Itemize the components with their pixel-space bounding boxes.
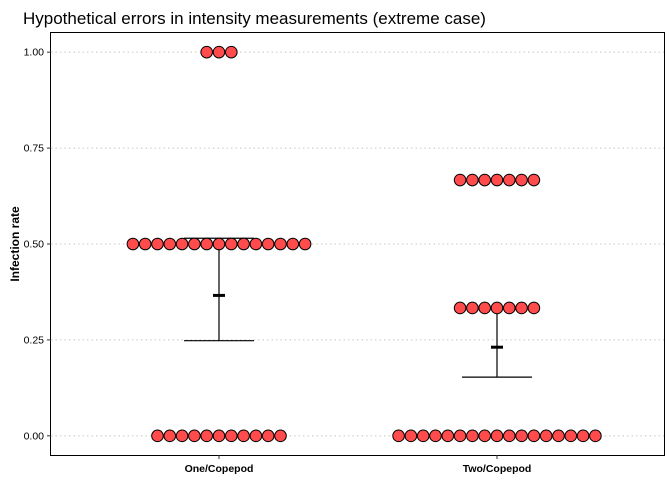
- y-axis: 0.00 0.25 0.50 0.75 1.00: [24, 47, 51, 442]
- data-point: [225, 45, 238, 59]
- data-point: [552, 429, 565, 443]
- data-points: [126, 45, 602, 443]
- data-point: [564, 429, 578, 443]
- data-point: [188, 237, 201, 251]
- data-point: [416, 429, 430, 443]
- data-point: [478, 173, 492, 187]
- data-point: [466, 301, 479, 315]
- data-point: [261, 237, 275, 251]
- data-point: [527, 301, 541, 315]
- data-point: [478, 301, 492, 315]
- data-point: [274, 237, 287, 251]
- x-tick-label: One/Copepod: [185, 463, 254, 475]
- data-point: [175, 429, 189, 443]
- gridlines: [51, 51, 664, 437]
- data-point: [503, 429, 516, 443]
- data-point: [151, 237, 164, 251]
- data-point: [466, 173, 479, 187]
- data-point: [478, 429, 492, 443]
- data-point: [200, 45, 213, 59]
- data-point: [490, 173, 504, 187]
- data-point: [225, 237, 238, 251]
- data-point: [200, 237, 213, 251]
- data-point: [163, 429, 177, 443]
- data-point: [503, 301, 516, 315]
- data-point: [212, 429, 226, 443]
- y-tick-label: 1.00: [24, 47, 45, 59]
- data-point: [589, 429, 602, 443]
- data-point: [404, 429, 418, 443]
- data-point: [188, 429, 201, 443]
- data-point: [163, 237, 177, 251]
- data-point: [392, 429, 405, 443]
- y-tick-label: 0.50: [24, 239, 45, 251]
- data-point: [286, 237, 300, 251]
- data-point: [151, 429, 164, 443]
- data-point: [138, 237, 152, 251]
- data-point: [515, 429, 528, 443]
- data-point: [126, 237, 140, 251]
- y-axis-title: Infection rate: [8, 206, 22, 282]
- data-point: [237, 237, 250, 251]
- data-point: [453, 173, 467, 187]
- data-point: [298, 237, 312, 251]
- data-point: [515, 301, 528, 315]
- data-point: [237, 429, 250, 443]
- data-point: [453, 429, 467, 443]
- data-point: [466, 429, 479, 443]
- chart-title: Hypothetical errors in intensity measure…: [23, 9, 486, 28]
- data-point: [490, 301, 504, 315]
- data-point: [429, 429, 442, 443]
- x-axis: One/Copepod Two/Copepod: [185, 455, 532, 475]
- data-point: [274, 429, 287, 443]
- data-point: [503, 173, 516, 187]
- y-tick-label: 0.25: [24, 334, 45, 346]
- y-tick-label: 0.75: [24, 143, 45, 155]
- data-point: [225, 429, 238, 443]
- data-point: [261, 429, 275, 443]
- data-point: [515, 173, 528, 187]
- data-point: [441, 429, 455, 443]
- y-tick-label: 0.00: [24, 430, 45, 442]
- data-point: [249, 429, 263, 443]
- data-point: [527, 173, 541, 187]
- data-point: [527, 429, 541, 443]
- data-point: [212, 45, 226, 59]
- data-point: [200, 429, 213, 443]
- data-point: [576, 429, 590, 443]
- x-tick-label: Two/Copepod: [463, 463, 532, 475]
- data-point: [490, 429, 504, 443]
- data-point: [453, 301, 467, 315]
- data-point: [249, 237, 263, 251]
- data-point: [175, 237, 189, 251]
- data-point: [212, 237, 226, 251]
- data-point: [539, 429, 553, 443]
